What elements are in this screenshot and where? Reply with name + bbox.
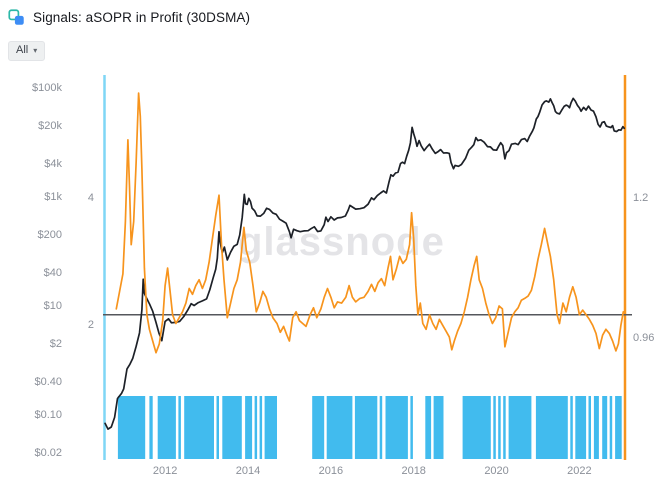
signal-bar xyxy=(259,396,263,459)
signal-bar xyxy=(588,396,591,459)
chevron-down-icon: ▾ xyxy=(33,45,38,55)
signal-bar xyxy=(570,396,573,459)
signal-bar xyxy=(385,396,408,459)
asopr-30dsma-line xyxy=(115,92,625,354)
filter-dropdown-label: All xyxy=(16,44,29,56)
signal-bar xyxy=(254,396,258,459)
signal-bar xyxy=(222,396,242,459)
signal-bar xyxy=(149,396,153,459)
signal-bar xyxy=(425,396,432,459)
signal-bar xyxy=(602,396,608,459)
signal-bar xyxy=(184,396,214,459)
signal-bar xyxy=(498,396,501,459)
header: Signals: aSOPR in Profit (30DSMA) xyxy=(8,8,250,26)
signal-bar xyxy=(493,396,496,459)
signal-bar xyxy=(326,396,353,459)
signal-bar xyxy=(503,396,506,459)
btc-price-line xyxy=(104,97,626,430)
signal-bar xyxy=(178,396,181,459)
signal-bar xyxy=(379,396,383,459)
signal-bar xyxy=(433,396,444,459)
signal-bar xyxy=(312,396,325,459)
signal-bar xyxy=(410,396,413,459)
signal-bar xyxy=(216,396,219,459)
signal-bar xyxy=(609,396,613,459)
signal-bar xyxy=(615,396,622,459)
signal-bar xyxy=(593,396,599,459)
signal-bar xyxy=(354,396,378,459)
signal-bar xyxy=(264,396,277,459)
signal-bar xyxy=(575,396,587,459)
page-title: Signals: aSOPR in Profit (30DSMA) xyxy=(33,9,251,25)
signals-icon xyxy=(8,8,25,26)
signal-bar xyxy=(245,396,253,459)
signal-bar xyxy=(462,396,491,459)
filter-dropdown[interactable]: All ▾ xyxy=(8,41,46,61)
signal-bar xyxy=(117,396,146,459)
signal-bar xyxy=(535,396,568,459)
signal-bar xyxy=(508,396,532,459)
signal-bar xyxy=(157,396,176,459)
